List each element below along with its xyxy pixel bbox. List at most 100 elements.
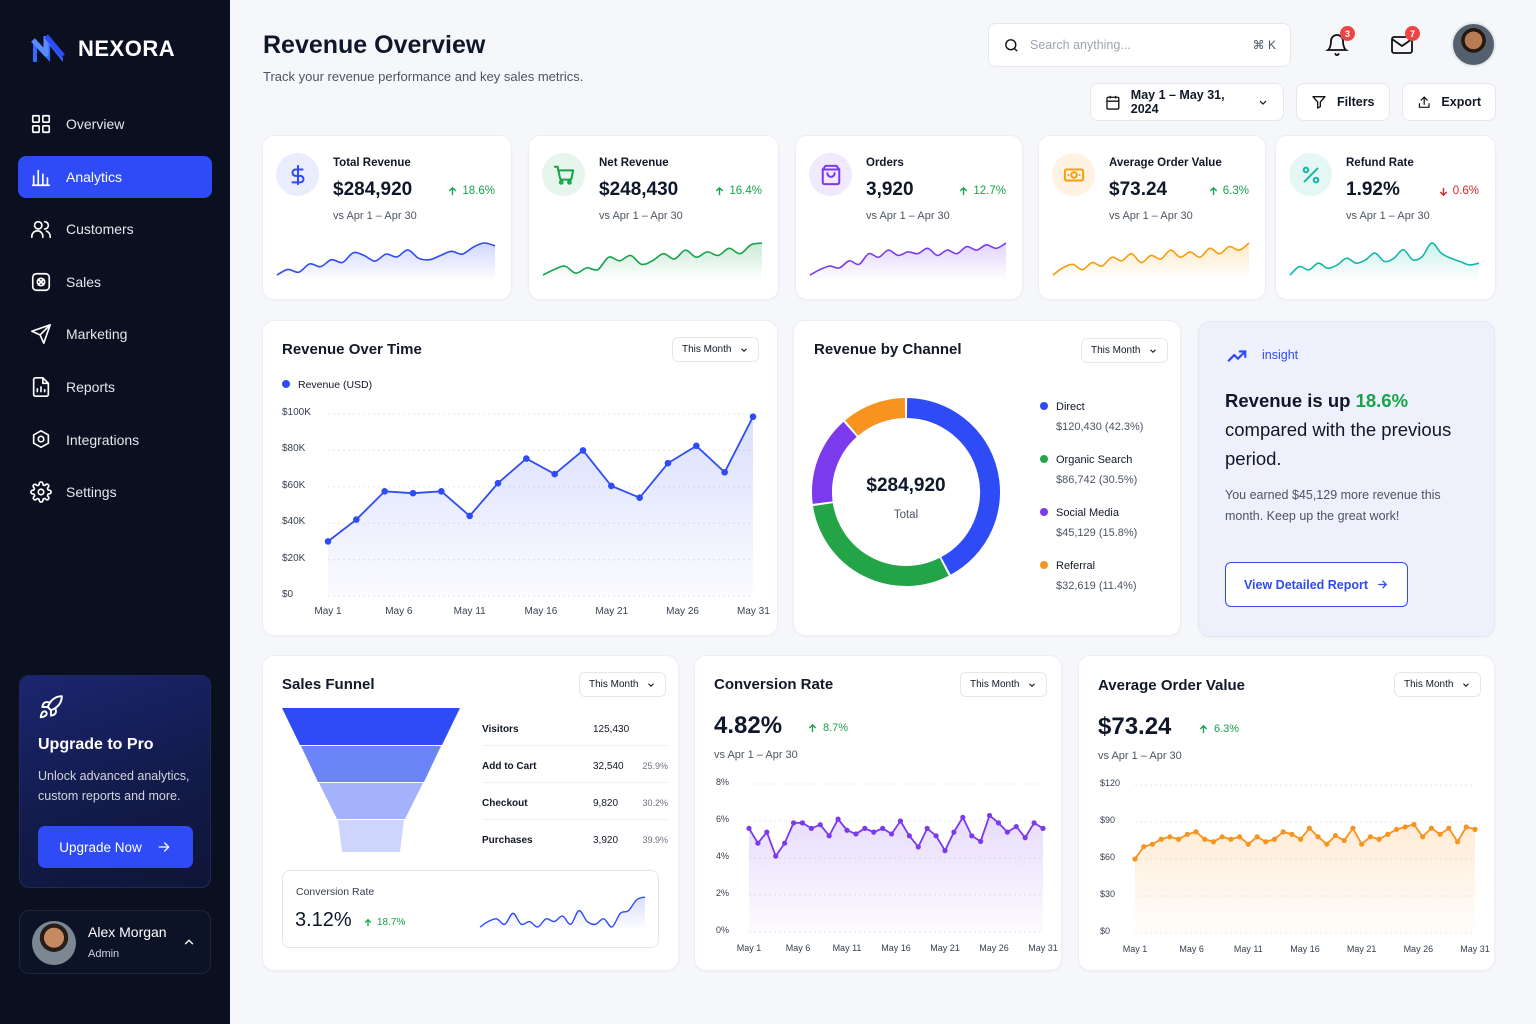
users-icon: [31, 221, 51, 239]
period-dropdown[interactable]: This Month: [579, 672, 667, 697]
upgrade-now-button[interactable]: Upgrade Now: [38, 826, 193, 868]
sidebar-item-reports[interactable]: Reports: [18, 366, 212, 408]
y-tick: 4%: [716, 851, 730, 861]
period-label: This Month: [682, 344, 732, 355]
filters-button[interactable]: Filters: [1296, 83, 1390, 121]
sidebar-item-analytics[interactable]: Analytics: [18, 155, 212, 198]
card-title: Revenue by Channel: [814, 341, 962, 358]
legend-dot: [1040, 561, 1048, 569]
period-dropdown[interactable]: This Month: [960, 672, 1048, 697]
stage-name: Checkout: [482, 798, 528, 809]
data-point: [1245, 841, 1251, 847]
data-point: [1420, 834, 1426, 840]
kpi-change: 0.6%: [1438, 185, 1479, 197]
period-dropdown[interactable]: This Month: [1394, 672, 1482, 697]
sidebar-item-overview[interactable]: Overview: [18, 103, 212, 145]
period-dropdown[interactable]: This Month: [672, 337, 760, 362]
legend-dot: [282, 380, 290, 388]
card-title: Sales Funnel: [282, 676, 375, 693]
kpi-value: 1.92%: [1346, 179, 1400, 200]
headline-prefix: Revenue is up: [1225, 390, 1351, 411]
kpi-card-net-revenue: Net Revenue $248,430 16.4% vs Apr 1 – Apr 3…: [528, 135, 779, 300]
card-title: Average Order Value: [1098, 677, 1246, 694]
sidebar-item-integrations[interactable]: Integrations: [18, 419, 212, 461]
sales-funnel-card: Sales Funnel This Month Conversion Rate …: [262, 655, 679, 971]
data-point: [1376, 836, 1382, 842]
data-point: [897, 818, 904, 824]
series-line: [1134, 823, 1476, 860]
donut-slice-social-media[interactable]: [812, 421, 858, 504]
export-button[interactable]: Export: [1402, 83, 1496, 121]
channel-legend-item: Social Media $45,129 (15.8%): [1040, 507, 1137, 539]
notification-badge: 3: [1340, 26, 1355, 41]
sidebar-item-settings[interactable]: Settings: [18, 471, 212, 513]
chevron-up-icon[interactable]: [182, 935, 196, 949]
sidebar-item-marketing[interactable]: Marketing: [18, 313, 212, 355]
channel-legend-item: Organic Search $86,742 (30.5%): [1040, 454, 1137, 486]
export-icon: [1418, 95, 1430, 108]
data-point: [1341, 837, 1347, 844]
avatar[interactable]: [1451, 22, 1496, 67]
sidebar: NEXORA Overview Analytics Customers Sales Ma…: [0, 0, 230, 1024]
legend-dot: [1040, 402, 1048, 410]
conversion-rate-value: 4.82%: [714, 712, 783, 739]
brand-logo[interactable]: NEXORA: [30, 32, 175, 66]
data-point: [1411, 821, 1417, 828]
search-input[interactable]: [1030, 38, 1230, 52]
date-range-label: May 1 – May 31, 2024: [1130, 88, 1225, 116]
revenue-over-time-card: Revenue Over Time This Month Revenue (US…: [262, 320, 778, 636]
date-range-picker[interactable]: May 1 – May 31, 2024: [1090, 83, 1284, 121]
notifications-button[interactable]: 3: [1321, 26, 1355, 61]
sidebar-item-label: Sales: [66, 273, 102, 290]
sparkline-line: [1052, 242, 1250, 276]
search-box[interactable]: ⌘ K: [988, 23, 1291, 67]
data-point: [933, 833, 939, 839]
trending-up-icon: [1227, 350, 1247, 362]
user-profile[interactable]: Alex Morgan Admin: [19, 910, 211, 974]
money-icon-wrap: [1052, 153, 1095, 196]
chevron-down-icon: [1029, 682, 1036, 687]
percent-icon-wrap: [1289, 153, 1332, 196]
period-dropdown[interactable]: This Month: [1081, 338, 1169, 363]
funnel-stage-checkout: [319, 783, 423, 819]
data-point: [1437, 831, 1443, 837]
x-tick: May 1: [1122, 944, 1148, 954]
conversion-change-value: 18.7%: [377, 917, 406, 928]
series-area: [328, 416, 753, 596]
sidebar-item-customers[interactable]: Customers: [18, 208, 212, 250]
x-tick: May 31: [737, 606, 770, 617]
conversion-rate-card: Conversion Rate This Month 4.82% 8.7% vs…: [694, 655, 1062, 971]
y-tick: 6%: [716, 814, 730, 824]
bag-icon-wrap: [809, 153, 852, 196]
channel-value: $32,619 (11.4%): [1056, 580, 1137, 592]
revenue-line-chart: [324, 413, 757, 597]
data-point: [826, 833, 832, 839]
change-value: 6.3%: [1214, 723, 1240, 735]
data-point: [1022, 835, 1028, 841]
insight-card: insight Revenue is up 18.6% compared wit…: [1198, 321, 1495, 637]
sidebar-item-sales[interactable]: Sales: [18, 261, 212, 303]
sidebar-nav: Overview Analytics Customers Sales Marketing…: [18, 103, 212, 524]
sparkline-line: [276, 242, 496, 276]
stage-count: 125,430: [593, 724, 630, 735]
brand-name: NEXORA: [78, 36, 176, 61]
x-tick: May 26: [1403, 944, 1434, 954]
kpi-label: Refund Rate: [1346, 157, 1414, 169]
period-label: This Month: [589, 679, 639, 690]
arrow-down-icon: [1439, 187, 1447, 196]
sidebar-item-label: Settings: [66, 484, 117, 501]
donut-slice-referral[interactable]: [845, 398, 906, 436]
filters-label: Filters: [1337, 95, 1375, 109]
kpi-change-value: 18.6%: [462, 185, 495, 197]
data-point: [1446, 825, 1452, 831]
view-detailed-report-button[interactable]: View Detailed Report: [1225, 562, 1408, 607]
messages-button[interactable]: 7: [1386, 26, 1420, 61]
kpi-change: 6.3%: [1208, 185, 1249, 197]
data-point: [755, 840, 761, 846]
x-tick: May 21: [930, 943, 960, 953]
funnel-row: Visitors 125,430: [482, 709, 668, 746]
sales-icon: [31, 272, 51, 291]
donut-slice-organic-search[interactable]: [813, 502, 949, 586]
donut-slice-direct[interactable]: [906, 398, 1000, 575]
data-point: [1306, 825, 1312, 831]
